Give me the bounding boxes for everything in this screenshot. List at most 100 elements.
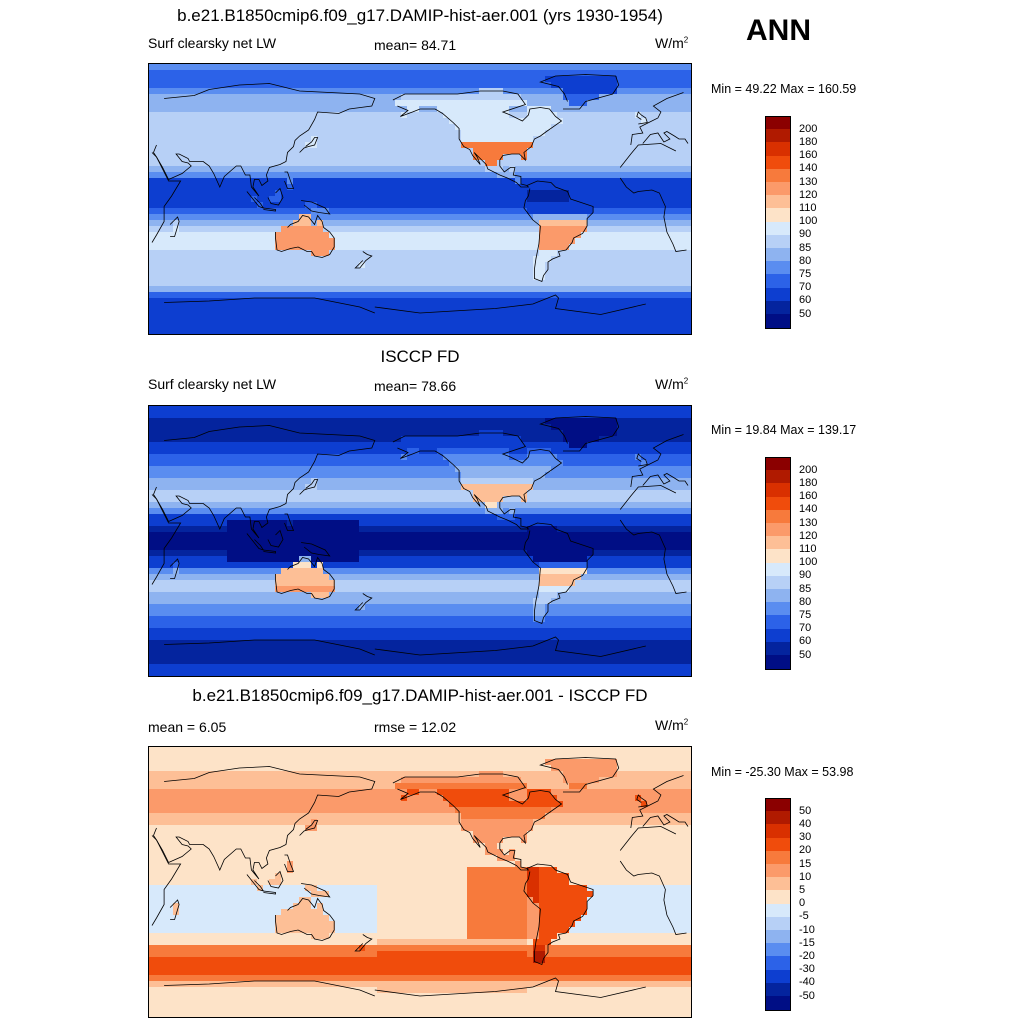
colorbar-swatch [765,470,791,484]
coastline [275,556,335,600]
colorbar-swatch [765,509,791,524]
mean-label: mean= 84.71 [374,37,457,53]
colorbar-tick-label: 70 [799,622,812,635]
coastline [392,90,563,188]
colorbar-tick-label: 160 [799,149,818,162]
colorbar-swatch [765,982,791,997]
coastline [374,294,646,315]
colorbar-tick-label: 80 [799,595,812,608]
coastline [301,883,331,898]
colorbar-swatch [765,549,791,564]
colorbar-swatch [765,234,791,249]
colorbar-tick-label: 40 [799,817,812,830]
colorbar-tick-label: 160 [799,490,818,503]
colorbar-swatch [765,837,791,852]
coastline [354,251,373,269]
coastline [523,863,594,966]
colorbar-tick-label: 140 [799,162,818,175]
colorbar-tick-label: 15 [799,857,812,870]
coastline [151,152,182,243]
colorbar-swatch [765,182,791,196]
coastline [301,200,331,215]
coastline [267,529,284,548]
coastline [169,899,180,920]
colorbar-swatch [765,457,791,472]
colorbar-swatch [765,168,791,183]
colorbar-tick-label: -20 [799,949,815,962]
coastline [246,191,265,209]
colorbar-tick-label: 100 [799,215,818,228]
colorbar-swatch [765,116,791,131]
colorbar-swatch [765,864,791,878]
coastline [374,636,646,657]
colorbar-tick-label: 110 [799,542,817,555]
coastline [284,171,295,189]
colorbar-swatch [765,496,791,511]
colorbar-swatch [765,314,791,329]
units-label: W/m2 [655,376,689,392]
colorbar-swatch [765,589,791,603]
coastline [164,639,375,656]
coastline [630,775,684,829]
colorbar-tick-label: 0 [799,897,806,910]
colorbar-tick-label: 85 [799,241,812,254]
colorbar-tick-label: 140 [799,503,818,516]
coastline [153,425,376,539]
colorbar-swatch [765,930,791,944]
coastline [523,180,594,283]
colorbar-tick-label: 30 [799,831,812,844]
colorbar-tick-label: 90 [799,228,812,241]
coastline [284,854,295,872]
colorbar-swatch [765,142,791,157]
coastline [523,522,594,625]
coastline [354,934,373,952]
coastline [636,453,648,467]
colorbar-tick-label: -30 [799,963,815,976]
coastline [619,177,687,252]
colorbar-tick-label: 75 [799,608,812,621]
colorbar-swatch [765,261,791,275]
colorbar-swatch [765,615,791,630]
colorbar-tick-label: 130 [799,516,818,529]
colorbar-tick-label: 180 [799,476,818,489]
coastline [164,297,375,314]
colorbar-tick-label: 75 [799,267,812,280]
colorbar-tick-label: 50 [799,804,812,817]
colorbar-swatch [765,221,791,236]
colorbar-swatch [765,208,791,223]
rmse-label: rmse = 12.02 [374,719,457,735]
coastline [263,207,276,212]
colorbar-swatch [765,195,791,209]
coastline [151,835,182,926]
variable-label: Surf clearsky net LW [148,376,277,392]
colorbar-swatch [765,996,791,1011]
coastline [636,111,648,125]
colorbar-tick-label: 20 [799,844,812,857]
coastline [630,434,684,488]
contour-map [148,746,692,1018]
colorbar-swatch [765,562,791,577]
min-max-label: Min = -25.30 Max = 53.98 [711,765,854,779]
colorbar-swatch [765,824,791,839]
coastline [539,416,620,452]
coastline [539,757,620,793]
coastline [164,980,375,997]
coastline [301,542,331,557]
colorbar-tick-label: 70 [799,281,812,294]
coastline [354,593,373,611]
colorbar-swatch [765,877,791,891]
colorbar-swatch [765,523,791,537]
colorbar-tick-label: 100 [799,556,818,569]
colorbar-swatch [765,969,791,984]
colorbar-tick-label: 10 [799,870,812,883]
colorbar-tick-label: -15 [799,936,815,949]
panel-title: ISCCP FD [380,347,460,366]
colorbar-tick-label: 5 [799,883,806,896]
coastline [275,897,335,941]
coastline [619,860,687,935]
coastline [275,214,335,258]
colorbar-tick-label: -5 [799,910,809,923]
units-label: W/m2 [655,35,689,51]
panel-title: b.e21.B1850cmip6.f09_g17.DAMIP-hist-aer.… [177,6,663,25]
colorbar-swatch [765,575,791,590]
